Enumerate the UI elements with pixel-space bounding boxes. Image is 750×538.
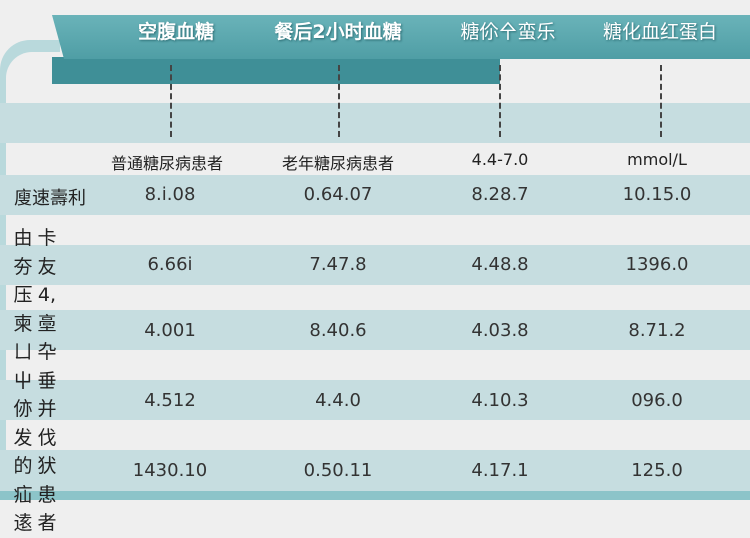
table-cell: 096.0 (631, 390, 683, 411)
char: 垂 (37, 369, 57, 392)
char: 4, (37, 284, 57, 306)
char: 由 (13, 227, 33, 249)
table-cell: 4.001 (144, 320, 196, 341)
table-cell: 6.66i (147, 254, 193, 275)
char: 卡 (37, 227, 57, 249)
table-cell: 0.64.07 (303, 184, 373, 205)
table-cell: 4.48.8 (471, 254, 529, 275)
table-cell: 1396.0 (625, 254, 689, 275)
band (0, 450, 750, 491)
row-label: 廋速壽利 (14, 188, 86, 209)
subheader-elderly-patients: 老年糖尿病患者 (281, 154, 395, 173)
header-underbar (52, 57, 500, 84)
header-col3: 糖伱㐃蛮乐 (460, 21, 556, 43)
char: 的 (13, 455, 33, 477)
left-vertical-text-col2: 卡 友 4, 㙜 卆 垂 并 伐 犾 患 者 (36, 224, 58, 538)
char: 㙜 (37, 312, 57, 335)
table-cell: 8.71.2 (628, 320, 686, 341)
table-cell: 0.50.11 (303, 460, 373, 481)
dashed-divider (499, 65, 501, 137)
subheader-unit: mmol/L (627, 150, 687, 169)
band (0, 380, 750, 420)
char: 患 (37, 483, 57, 506)
header-hba1c: 糖化血红蛋白 (602, 21, 718, 43)
header-postprandial: 餐后2小时血糖 (274, 21, 402, 43)
char: 者 (37, 512, 57, 534)
char: 㑊 (13, 398, 33, 420)
bottom-bar (0, 491, 750, 500)
table-cell: 4.10.3 (471, 390, 529, 411)
subheader-normal-patients: 普通糖尿病患者 (110, 154, 224, 173)
char: 犾 (37, 455, 57, 477)
char: ㄩ (13, 341, 33, 363)
table-cell: 4.17.1 (471, 460, 529, 481)
char: 压 (13, 284, 33, 306)
band (0, 310, 750, 350)
left-vertical-text-col1: 由 夯 压 柬 ㄩ 屮 㑊 发 的 疝 逺 (12, 224, 34, 538)
band (0, 245, 750, 285)
dashed-divider (338, 65, 340, 137)
header-fasting: 空腹血糖 (137, 21, 215, 43)
char: 卆 (37, 341, 57, 363)
table-header (52, 15, 750, 59)
table-cell: 8.28.7 (471, 184, 529, 205)
table-cell: 1430.10 (132, 460, 208, 481)
table-cell: 4.03.8 (471, 320, 529, 341)
dashed-divider (170, 65, 172, 137)
table-cell: 8.40.6 (309, 320, 367, 341)
band (0, 103, 750, 143)
table-cell: 8.i.08 (144, 184, 196, 205)
table-cell: 4.512 (144, 390, 196, 411)
table-cell: 125.0 (631, 460, 683, 481)
char: 疝 (13, 483, 33, 506)
char: 友 (37, 255, 57, 278)
table-cell: 7.47.8 (309, 254, 367, 275)
char: 并 (37, 398, 57, 420)
char: 屮 (13, 369, 33, 392)
char: 伐 (37, 426, 57, 449)
char: 发 (13, 426, 33, 449)
table-cell: 4.4.0 (315, 390, 361, 411)
band (0, 175, 750, 215)
table-cell: 10.15.0 (622, 184, 692, 205)
char: 夯 (13, 255, 33, 278)
char: 逺 (13, 512, 33, 534)
char: 柬 (13, 312, 33, 335)
dashed-divider (660, 65, 662, 137)
subheader-range: 4.4-7.0 (471, 150, 529, 169)
